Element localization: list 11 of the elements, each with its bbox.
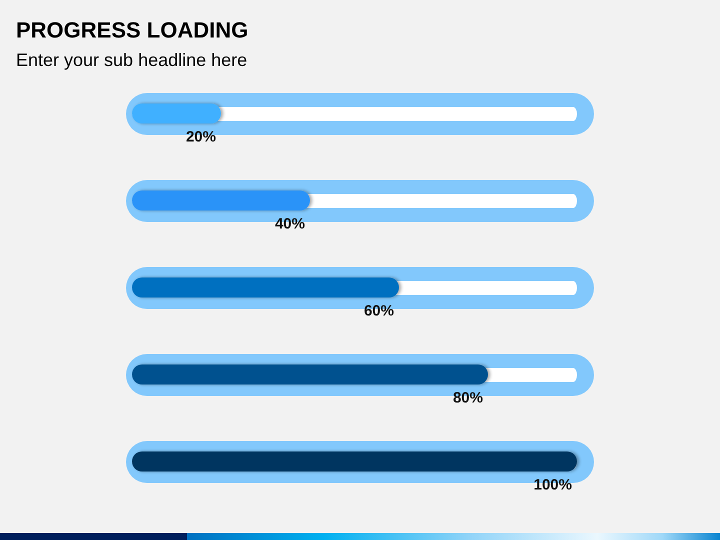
chart-subtitle: Enter your sub headline here xyxy=(16,50,248,70)
bar xyxy=(132,278,399,298)
data-label: 100% xyxy=(534,476,572,494)
bar xyxy=(132,190,310,210)
bar xyxy=(132,104,221,124)
data-label: 20% xyxy=(186,128,216,146)
data-label: 40% xyxy=(274,216,305,232)
bar xyxy=(132,364,488,384)
chart-title: PROGRESS LOADING xyxy=(16,18,248,42)
data-label: 80% xyxy=(452,390,483,406)
data-label: 60% xyxy=(364,302,394,320)
